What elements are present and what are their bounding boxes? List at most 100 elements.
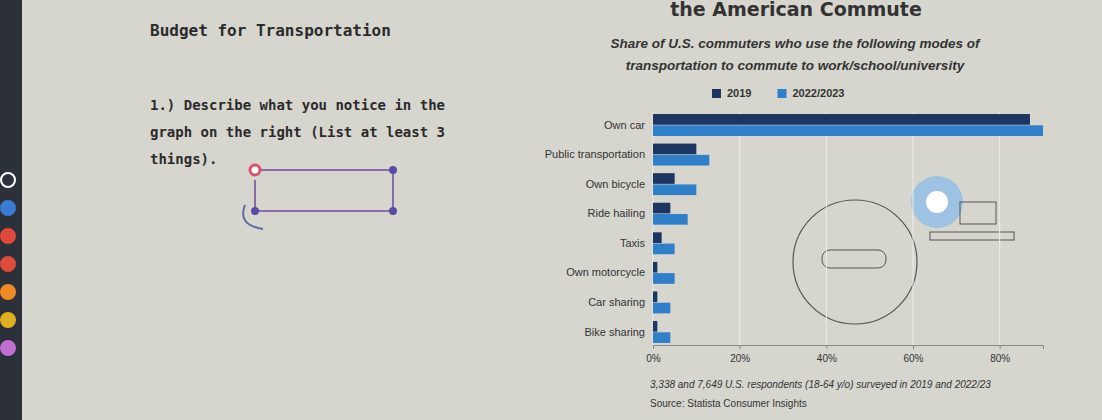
y-tick-label: Taxis — [620, 237, 646, 249]
question-line: graph on the right (List at least 3 — [150, 124, 445, 140]
y-tick: Own car — [604, 119, 645, 131]
legend-swatch — [712, 89, 721, 98]
x-tick-mark — [826, 345, 827, 349]
legend-swatch — [777, 89, 786, 98]
bar — [653, 262, 657, 273]
question-line: 1.) Describe what you notice in the — [150, 97, 445, 113]
y-tick: Car sharing — [588, 296, 645, 308]
question-line: things). — [150, 151, 217, 167]
grid-line — [826, 112, 827, 345]
tool-icon — [1, 341, 15, 355]
x-tick-label: 0% — [646, 353, 661, 364]
series — [653, 125, 1043, 343]
bar — [653, 332, 670, 343]
note: 3,338 and 7,649 U.S. respondents (18-64 … — [650, 379, 991, 390]
legend-label: 2022/2023 — [792, 87, 844, 99]
y-tick: Ride hailing — [588, 207, 645, 219]
legend-item: 2022/2023 — [777, 87, 844, 99]
grid — [653, 112, 1000, 345]
x-axis-line — [654, 346, 1044, 350]
sketch-handle — [389, 207, 397, 215]
subtitle: transportation to commute to work/school… — [626, 58, 966, 73]
sketch-handle — [250, 165, 260, 175]
bar — [653, 203, 670, 214]
sketch-line — [255, 210, 393, 212]
y-tick: Bike sharing — [584, 326, 645, 338]
tool-icon — [1, 313, 15, 327]
toolbar — [0, 0, 22, 420]
illustration-desk — [930, 232, 1014, 240]
sketch-handle — [389, 166, 397, 174]
bar — [653, 273, 675, 284]
illustration-pin — [911, 176, 963, 228]
y-tick: Public transportation — [545, 148, 645, 160]
bar — [653, 155, 709, 166]
bar — [653, 244, 675, 255]
y-tick-label: Own bicycle — [586, 178, 645, 190]
tool-icon — [1, 201, 15, 215]
page: Budget for Transportation 1.) Describe wh… — [0, 0, 1102, 420]
tool-icon — [1, 257, 15, 271]
sketch-arrow — [243, 205, 263, 229]
x-tick: 20% — [730, 345, 750, 364]
bar — [653, 214, 688, 225]
y-tick-label: Car sharing — [588, 296, 645, 308]
sketch-handle — [251, 207, 259, 215]
bar — [653, 144, 696, 155]
bar — [653, 173, 675, 184]
sketch-line — [254, 180, 256, 211]
x-axis: 0% 20% 40% 60% 80% — [646, 345, 1043, 364]
sketch — [243, 165, 397, 229]
sketch-line — [392, 170, 394, 211]
y-tick: Own motorcycle — [566, 266, 645, 278]
tool-icon — [1, 285, 15, 299]
y-tick: Own bicycle — [586, 178, 645, 190]
bar — [653, 125, 1043, 136]
y-tick: Taxis — [620, 237, 646, 249]
bar — [653, 321, 657, 332]
bar — [653, 232, 662, 243]
x-tick-mark — [1000, 345, 1001, 349]
bar — [653, 114, 1030, 125]
heading: Budget for Transportation — [150, 21, 391, 40]
x-tick-label: 20% — [730, 353, 750, 364]
series — [653, 114, 1030, 332]
x-tick-label: 40% — [817, 353, 837, 364]
grid-line — [739, 112, 740, 345]
title: the American Commute — [670, 0, 922, 20]
tool-icon — [1, 229, 15, 243]
x-tick-label: 60% — [903, 353, 923, 364]
illustration-monitor — [960, 202, 996, 224]
background — [0, 0, 1102, 420]
illustration-pin-hole — [926, 191, 948, 213]
tool-icon — [1, 173, 15, 187]
sketch-line — [255, 169, 393, 171]
x-tick: 80% — [990, 345, 1010, 364]
subtitle: Share of U.S. commuters who use the foll… — [610, 36, 981, 51]
illustration-car — [822, 250, 886, 268]
bars — [653, 114, 1043, 343]
legend-item: 2019 — [712, 87, 751, 99]
x-tick: 0% — [646, 345, 661, 364]
bar — [653, 291, 657, 302]
grid-line — [913, 112, 914, 345]
x-tick-mark — [740, 345, 741, 349]
x-tick-label: 80% — [990, 353, 1010, 364]
x-tick-mark — [653, 345, 654, 349]
grid-line — [999, 112, 1000, 345]
legend-label: 2019 — [727, 87, 751, 99]
y-axis: Own car Public transportation Own bicycle R… — [545, 119, 646, 338]
y-tick-label: Ride hailing — [588, 207, 645, 219]
x-tick-mark — [913, 345, 914, 349]
bar — [653, 303, 670, 314]
x-tick: 60% — [903, 345, 923, 364]
y-tick-label: Bike sharing — [584, 326, 645, 338]
illustration-ring — [793, 200, 917, 324]
legend: 2019 2022/2023 — [712, 87, 844, 99]
y-tick-label: Public transportation — [545, 148, 645, 160]
y-tick-label: Own motorcycle — [566, 266, 645, 278]
bar — [653, 184, 696, 195]
y-tick-label: Own car — [604, 119, 645, 131]
x-tick: 40% — [817, 345, 837, 364]
source: Source: Statista Consumer Insights — [650, 398, 807, 409]
